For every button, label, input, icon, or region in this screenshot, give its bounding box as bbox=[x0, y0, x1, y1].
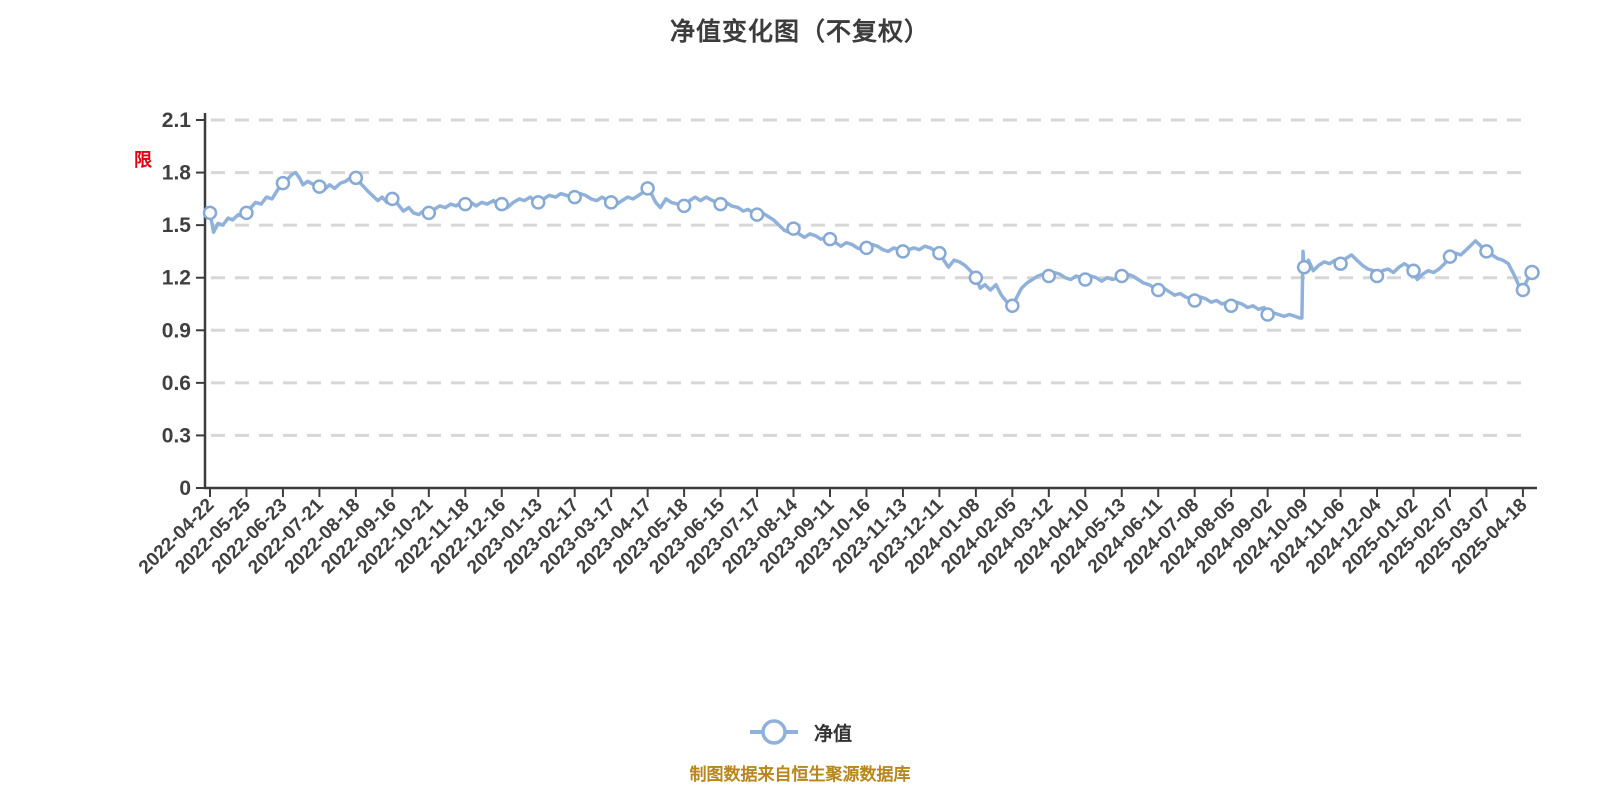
data-point-marker[interactable] bbox=[1005, 298, 1020, 314]
data-point-marker[interactable] bbox=[1333, 256, 1348, 271]
y-axis-label: 0 bbox=[179, 477, 191, 500]
data-point-marker[interactable] bbox=[676, 198, 692, 214]
data-point-marker[interactable] bbox=[1150, 282, 1166, 298]
data-point-marker[interactable] bbox=[1114, 268, 1129, 284]
legend-label: 净值 bbox=[813, 723, 852, 745]
data-point-marker[interactable] bbox=[895, 244, 911, 259]
data-point-marker[interactable] bbox=[348, 170, 364, 186]
data-point-marker[interactable] bbox=[640, 181, 655, 196]
data-point-marker[interactable] bbox=[1041, 268, 1057, 284]
source-note: 制图数据来自恒生聚源数据库 bbox=[689, 765, 911, 784]
data-point-marker[interactable] bbox=[603, 195, 619, 210]
data-point-marker[interactable] bbox=[202, 205, 218, 221]
data-point-marker[interactable] bbox=[1369, 268, 1385, 284]
data-point-marker[interactable] bbox=[1406, 263, 1421, 278]
data-point-marker[interactable] bbox=[530, 195, 546, 210]
y-axis-label: 1.5 bbox=[162, 214, 192, 237]
data-point-marker[interactable] bbox=[859, 240, 874, 256]
y-axis-label: 0.3 bbox=[162, 424, 191, 447]
data-point-marker[interactable] bbox=[421, 205, 437, 221]
last-data-point-marker[interactable] bbox=[1524, 264, 1540, 281]
data-point-marker[interactable] bbox=[275, 175, 291, 191]
data-point-marker[interactable] bbox=[567, 189, 582, 205]
data-point-marker[interactable] bbox=[1223, 298, 1239, 314]
data-point-marker[interactable] bbox=[932, 245, 947, 261]
data-point-marker[interactable] bbox=[786, 221, 801, 236]
data-point-marker[interactable] bbox=[749, 207, 765, 222]
restricted-badge: 限 bbox=[134, 150, 152, 170]
data-point-marker[interactable] bbox=[385, 191, 400, 207]
chart-title: 净值变化图（不复权） bbox=[669, 18, 930, 46]
legend[interactable]: 净值 bbox=[0, 718, 1600, 746]
y-axis-label: 1.2 bbox=[162, 267, 191, 290]
data-point-marker[interactable] bbox=[822, 231, 838, 247]
data-point-marker[interactable] bbox=[494, 196, 510, 212]
y-axis-label: 2.1 bbox=[162, 109, 192, 132]
data-point-marker[interactable] bbox=[713, 196, 728, 212]
data-point-marker[interactable] bbox=[968, 270, 984, 285]
data-point-marker[interactable] bbox=[1078, 272, 1093, 287]
legend-marker-icon bbox=[749, 719, 798, 745]
axis-lines bbox=[203, 113, 1537, 490]
data-point-marker[interactable] bbox=[1187, 293, 1202, 308]
data-point-marker[interactable] bbox=[1260, 307, 1275, 322]
data-point-marker[interactable] bbox=[1442, 249, 1458, 264]
data-point-marker[interactable] bbox=[239, 205, 254, 221]
data-point-marker[interactable] bbox=[458, 196, 473, 212]
data-point-marker[interactable] bbox=[312, 179, 327, 194]
data-point-marker[interactable] bbox=[1479, 244, 1494, 259]
data-point-marker[interactable] bbox=[1296, 259, 1312, 275]
data-point-marker[interactable] bbox=[1515, 282, 1531, 298]
y-axis-label: 0.6 bbox=[162, 372, 191, 395]
y-axis-label: 0.9 bbox=[162, 319, 191, 342]
y-axis-label: 1.8 bbox=[162, 162, 192, 185]
